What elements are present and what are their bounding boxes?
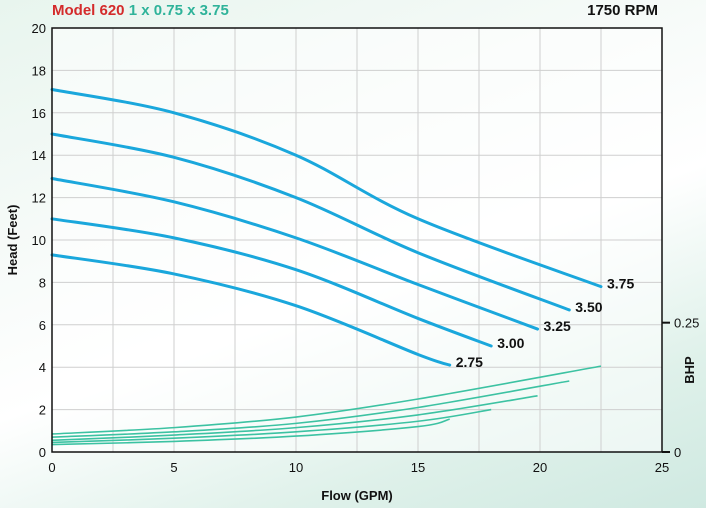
y-tick-label: 2 bbox=[39, 403, 46, 418]
y-tick-label: 12 bbox=[32, 191, 46, 206]
y-axis: 0 2 4 6 8 10 12 14 16 18 20 bbox=[32, 21, 46, 460]
chart-title: Model 620 1 x 0.75 x 3.75 bbox=[52, 2, 229, 19]
curve-label-3.75: 3.75 bbox=[607, 276, 634, 292]
bhp-curve-3.00 bbox=[51, 408, 492, 444]
curve-label-3.25: 3.25 bbox=[544, 318, 571, 334]
curve-label-2.75: 2.75 bbox=[456, 354, 483, 370]
head-curve-3.00 bbox=[50, 217, 493, 348]
y-tick-label: 4 bbox=[39, 360, 46, 375]
x-tick-label: 15 bbox=[411, 460, 425, 475]
x-tick-label: 10 bbox=[289, 460, 303, 475]
y-tick-label: 14 bbox=[32, 148, 46, 163]
y-tick-label: 10 bbox=[32, 233, 46, 248]
curve-label-3.50: 3.50 bbox=[575, 299, 602, 315]
y2-tick-label: 0.25 bbox=[674, 316, 699, 331]
x-tick-label: 20 bbox=[533, 460, 547, 475]
head-curve-3.50 bbox=[50, 132, 571, 312]
y-tick-label: 0 bbox=[39, 445, 46, 460]
y2-tick-label: 0 bbox=[674, 445, 681, 460]
head-curve-3.25 bbox=[50, 177, 540, 331]
plot-frame bbox=[51, 27, 663, 453]
model-label: Model 620 bbox=[52, 2, 125, 19]
y-tick-label: 8 bbox=[39, 275, 46, 290]
x-tick-label: 25 bbox=[655, 460, 669, 475]
curve-labels: 3.75 3.503.25 3.00 2.75 bbox=[456, 276, 635, 370]
curve-label-3.00: 3.00 bbox=[497, 335, 524, 351]
head-curves bbox=[50, 87, 603, 367]
spec-label: 1 x 0.75 x 3.75 bbox=[128, 2, 229, 19]
x-axis-title: Flow (GPM) bbox=[321, 488, 393, 503]
x-axis: 0 5 10 15 20 25 bbox=[48, 460, 669, 475]
rpm-label: 1750 RPM bbox=[587, 2, 658, 19]
bhp-curve-3.50 bbox=[51, 380, 570, 438]
y-tick-label: 6 bbox=[39, 318, 46, 333]
y-tick-label: 18 bbox=[32, 63, 46, 78]
head-curve-3.75 bbox=[50, 87, 603, 289]
x-tick-label: 0 bbox=[48, 460, 55, 475]
bhp-curves bbox=[51, 365, 602, 446]
bhp-curve-3.25 bbox=[51, 395, 538, 442]
y-axis-title: Head (Feet) bbox=[5, 205, 20, 276]
y-tick-label: 16 bbox=[32, 106, 46, 121]
x-tick-label: 5 bbox=[170, 460, 177, 475]
head-curve-2.75 bbox=[50, 253, 452, 367]
y2-axis: 00.25 bbox=[662, 316, 699, 460]
y2-axis-title: BHP bbox=[682, 356, 697, 384]
bhp-curve-3.75 bbox=[51, 365, 602, 435]
bhp-curve-2.75 bbox=[51, 418, 450, 446]
y-tick-label: 20 bbox=[32, 21, 46, 36]
